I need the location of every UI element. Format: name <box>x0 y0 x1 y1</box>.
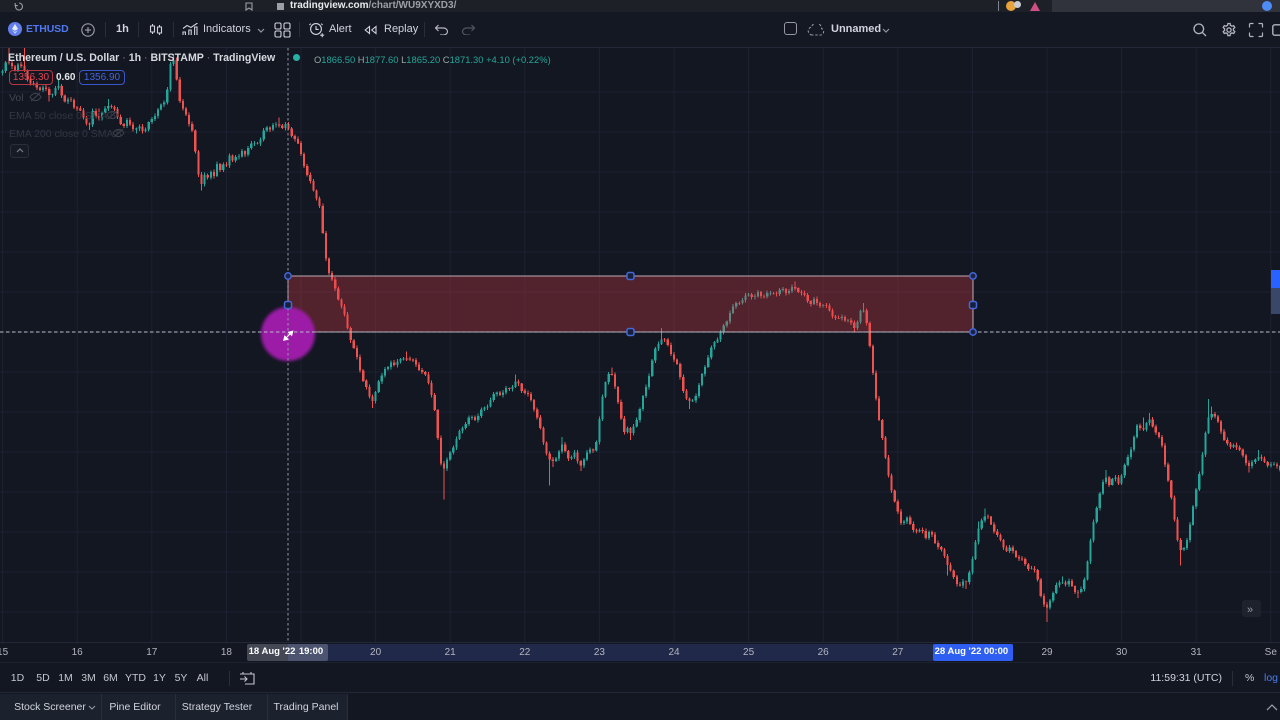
svg-text:»: » <box>1247 604 1253 616</box>
